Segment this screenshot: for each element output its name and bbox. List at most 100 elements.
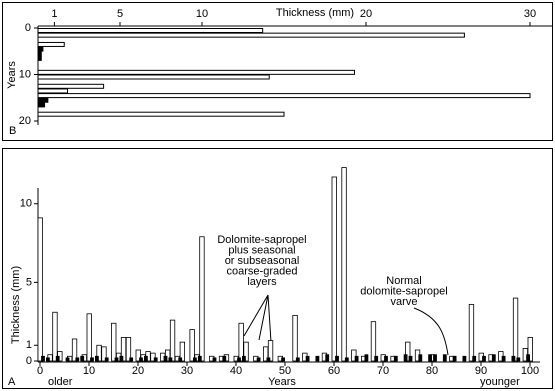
annotation-leader — [413, 307, 449, 356]
bar — [354, 355, 359, 362]
panel-a-frame — [2, 148, 553, 389]
bar — [37, 217, 43, 362]
annotation: or subseasonal — [225, 255, 300, 267]
bar — [433, 354, 437, 362]
x-tick-label: 5 — [117, 8, 123, 20]
x-tick-label: 90 — [475, 365, 487, 377]
y-tick-label: 0 — [25, 22, 31, 34]
bar — [179, 341, 186, 362]
bar — [37, 51, 42, 57]
bar — [163, 355, 168, 362]
bar — [482, 355, 486, 362]
bar — [104, 357, 109, 362]
bar — [325, 354, 330, 362]
bar — [237, 357, 241, 362]
bar — [256, 357, 261, 362]
bar — [428, 354, 433, 362]
bar — [408, 355, 413, 362]
x-tick-label: 0 — [37, 365, 43, 377]
panel-b-frame — [2, 2, 553, 141]
x-end-label: younger — [480, 376, 520, 388]
bar — [527, 337, 533, 362]
bar — [37, 97, 49, 103]
bar — [37, 69, 356, 75]
y-axis-label: Thickness (mm) — [10, 266, 22, 344]
bar — [472, 355, 477, 362]
annotation: dolomite-sapropel — [360, 285, 447, 297]
bar — [189, 329, 195, 362]
bar — [90, 357, 94, 362]
annotation: plus seasonal — [228, 244, 295, 256]
bar — [331, 176, 337, 362]
bar — [52, 311, 58, 362]
bar — [222, 355, 227, 362]
x-tick-label: 80 — [426, 365, 438, 377]
annotation: Dolomite-sapropel — [217, 234, 306, 246]
bar — [41, 355, 45, 362]
bar — [341, 167, 347, 362]
bar — [153, 357, 158, 362]
y-tick-label: 20 — [19, 115, 31, 127]
bar — [468, 303, 475, 362]
bar — [37, 74, 270, 80]
annotation: coarse-graded — [227, 265, 298, 277]
y-tick-label: 1 — [26, 339, 32, 351]
bar — [491, 354, 496, 362]
bar — [452, 355, 457, 362]
bar — [114, 357, 119, 362]
bar — [384, 355, 388, 362]
bar — [238, 322, 244, 362]
bar — [37, 111, 285, 117]
bar — [37, 46, 44, 52]
panel-label: B — [9, 125, 16, 137]
bar — [516, 357, 521, 362]
bar — [192, 357, 197, 362]
bar — [37, 55, 42, 61]
bar — [370, 321, 377, 362]
y-tick-label: 10 — [19, 68, 31, 80]
bar — [305, 355, 310, 362]
bar — [344, 357, 349, 362]
bar — [101, 346, 107, 362]
bar — [164, 349, 171, 362]
y-axis-label: Years — [6, 61, 18, 89]
bar — [37, 93, 531, 99]
bar — [292, 314, 298, 362]
bar — [351, 349, 357, 362]
bar — [418, 354, 423, 362]
bar — [501, 355, 506, 362]
bar — [241, 355, 246, 362]
x-tick-label: 50 — [279, 365, 291, 377]
x-tick-label: 100 — [521, 365, 539, 377]
bar — [374, 355, 379, 362]
bar — [178, 357, 183, 362]
x-axis-label: Thickness (mm) — [276, 7, 354, 19]
annotation: varve — [391, 296, 418, 308]
x-axis-label: Years — [268, 376, 296, 388]
bar — [86, 313, 92, 362]
bar — [512, 297, 519, 362]
bar — [511, 355, 516, 362]
bar — [125, 337, 132, 362]
bar — [266, 357, 271, 362]
bar — [403, 354, 408, 362]
bar — [405, 341, 411, 362]
bar — [37, 102, 46, 108]
panel-label: A — [8, 376, 16, 388]
bar — [119, 355, 124, 362]
y-tick-label: 0 — [26, 355, 32, 367]
bar — [315, 355, 320, 362]
bar — [281, 357, 286, 362]
bar — [37, 28, 264, 33]
bar — [37, 32, 465, 38]
y-tick-label: 5 — [26, 276, 32, 288]
x-tick-label: 40 — [230, 365, 242, 377]
bar — [267, 340, 274, 362]
bar — [95, 355, 99, 362]
bar — [55, 355, 60, 362]
bar — [364, 354, 369, 362]
x-tick-label: 20 — [132, 365, 144, 377]
bar — [335, 355, 339, 362]
bar — [197, 355, 202, 362]
